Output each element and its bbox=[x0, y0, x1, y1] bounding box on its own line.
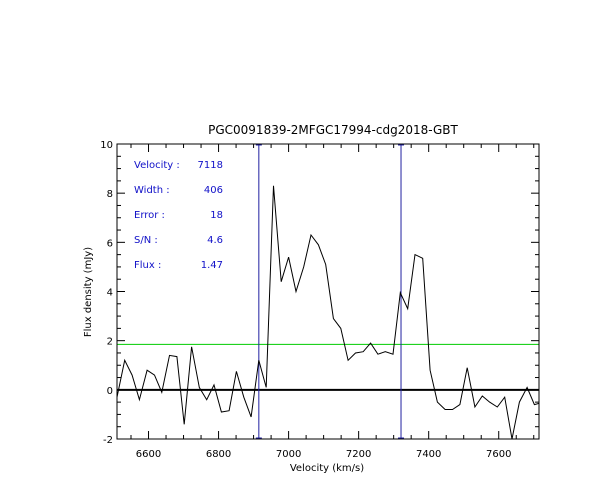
x-tick-label: 7400 bbox=[416, 449, 441, 460]
spectrum-line bbox=[117, 185, 539, 439]
info-label: S/N : bbox=[134, 235, 158, 246]
y-tick-label: 4 bbox=[107, 288, 113, 299]
x-tick-label: 6800 bbox=[206, 449, 231, 460]
y-tick-label: 0 bbox=[107, 386, 113, 397]
y-tick-label: 10 bbox=[100, 140, 113, 151]
chart-title: PGC0091839-2MFGC17994-cdg2018-GBT bbox=[208, 123, 458, 137]
y-tick-label: 8 bbox=[107, 189, 113, 200]
info-label: Error : bbox=[134, 210, 165, 221]
x-tick-label: 7200 bbox=[346, 449, 371, 460]
info-value: 406 bbox=[204, 185, 223, 196]
info-label: Flux : bbox=[134, 260, 161, 271]
y-axis-label: Flux density (mJy) bbox=[83, 247, 94, 337]
x-axis-label: Velocity (km/s) bbox=[290, 463, 364, 474]
y-tick-label: 6 bbox=[107, 238, 113, 249]
spectrum-info-block: Velocity : 7118 Width : 406 Error : 18 S/N : 4.… bbox=[134, 160, 223, 271]
info-label: Width : bbox=[134, 185, 170, 196]
x-tick-label: 6600 bbox=[136, 449, 161, 460]
y-tick-label: -2 bbox=[103, 435, 113, 446]
info-label: Velocity : bbox=[134, 160, 180, 171]
info-value: 4.6 bbox=[207, 235, 223, 246]
info-value: 7118 bbox=[198, 160, 223, 171]
plot-frame bbox=[116, 143, 540, 440]
x-tick-label: 7000 bbox=[276, 449, 301, 460]
info-value: 18 bbox=[210, 210, 223, 221]
x-tick-label: 7600 bbox=[486, 449, 511, 460]
y-tick-label: 2 bbox=[107, 337, 113, 348]
info-value: 1.47 bbox=[201, 260, 223, 271]
